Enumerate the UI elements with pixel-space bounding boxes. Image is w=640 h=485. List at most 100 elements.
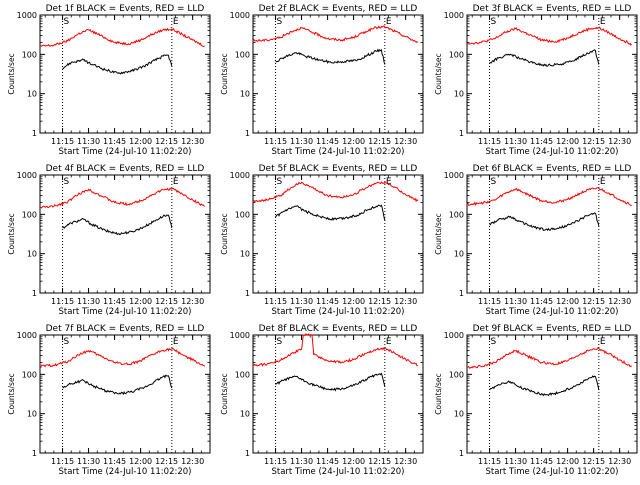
marker-label-e: E [173, 177, 179, 187]
plot-frame [466, 174, 638, 294]
event-rate-line [489, 49, 600, 67]
lld-rate-line [466, 187, 632, 207]
marker-label-e: E [600, 337, 606, 347]
y-tick-label: 1 [245, 449, 250, 458]
x-axis-label: Start Time (24-Jul-10 11:02:20) [59, 307, 192, 317]
x-tick-label: 11:30 [504, 457, 527, 466]
x-tick-label: 12:15 [155, 457, 178, 466]
x-tick-label: 12:00 [342, 457, 365, 466]
chart-title: Det 9f BLACK = Events, RED = LLD [473, 324, 632, 334]
y-tick-label: 10 [454, 410, 464, 419]
x-axis-label: Start Time (24-Jul-10 11:02:20) [272, 467, 405, 477]
y-tick-label: 1 [459, 129, 464, 138]
event-rate-line [275, 204, 386, 221]
x-tick-label: 11:15 [51, 137, 74, 146]
x-axis-label: Start Time (24-Jul-10 11:02:20) [59, 467, 192, 477]
y-tick-label: 10 [240, 250, 250, 259]
chart-title: Det 8f BLACK = Events, RED = LLD [259, 324, 418, 334]
x-tick-label: 12:00 [129, 457, 152, 466]
marker-label-e: E [173, 337, 179, 347]
chart-title: Det 4f BLACK = Events, RED = LLD [46, 164, 205, 174]
event-rate-line [62, 214, 173, 236]
y-tick-label: 1000 [17, 171, 37, 180]
lld-rate-line [39, 347, 206, 368]
x-tick-label: 11:15 [51, 457, 74, 466]
x-tick-label: 11:45 [316, 457, 339, 466]
x-tick-label: 12:00 [342, 297, 365, 306]
x-tick-label: 12:15 [582, 137, 605, 146]
x-tick-label: 12:30 [608, 137, 631, 146]
chart-panel-9: Det 9f BLACK = Events, RED = LLD 1 10 100 10… [434, 324, 638, 477]
y-tick-label: 1 [32, 289, 37, 298]
marker-label-s: S [277, 177, 283, 187]
y-tick-label: 100 [235, 370, 250, 379]
plot-frame [252, 174, 424, 294]
y-tick-label: 1000 [230, 171, 250, 180]
chart-panel-7: Det 7f BLACK = Events, RED = LLD 1 10 100 10… [7, 324, 211, 477]
x-tick-label: 11:15 [264, 457, 287, 466]
lld-rate-line [466, 346, 632, 369]
x-axis-label: Start Time (24-Jul-10 11:02:20) [272, 307, 405, 317]
y-tick-label: 1 [245, 289, 250, 298]
x-axis-label: Start Time (24-Jul-10 11:02:20) [59, 147, 192, 157]
y-tick-label: 1 [32, 129, 37, 138]
plot-frame [39, 14, 211, 134]
x-tick-label: 11:15 [478, 457, 501, 466]
x-tick-label: 12:30 [394, 457, 417, 466]
marker-label-e: E [173, 17, 179, 27]
marker-label-s: S [491, 17, 497, 27]
chart-panel-2: Det 2f BLACK = Events, RED = LLD 1 10 100 10… [220, 4, 424, 157]
y-axis-label: Counts/sec [434, 213, 443, 254]
marker-label-s: S [64, 337, 70, 347]
y-tick-label: 100 [449, 210, 464, 219]
x-tick-label: 11:30 [504, 297, 527, 306]
lld-rate-line [252, 333, 418, 367]
lld-rate-line [39, 187, 206, 209]
x-tick-label: 12:30 [181, 457, 204, 466]
marker-label-e: E [386, 17, 392, 27]
x-tick-label: 11:30 [77, 457, 100, 466]
chart-title: Det 3f BLACK = Events, RED = LLD [473, 4, 632, 14]
marker-label-s: S [277, 17, 283, 27]
y-tick-label: 100 [235, 50, 250, 59]
x-tick-label: 11:30 [290, 297, 313, 306]
x-axis-label: Start Time (24-Jul-10 11:02:20) [272, 147, 405, 157]
marker-label-e: E [600, 17, 606, 27]
y-axis-label: Counts/sec [220, 53, 229, 94]
x-tick-label: 11:45 [530, 457, 553, 466]
plot-frame [466, 14, 638, 134]
y-tick-label: 10 [454, 90, 464, 99]
lld-rate-line [39, 27, 205, 48]
x-tick-label: 11:15 [264, 297, 287, 306]
x-tick-label: 11:45 [530, 137, 553, 146]
marker-label-e: E [386, 177, 392, 187]
x-tick-label: 11:45 [103, 137, 126, 146]
y-tick-label: 10 [27, 410, 37, 419]
x-tick-label: 12:00 [556, 457, 579, 466]
y-axis-label: Counts/sec [220, 213, 229, 254]
x-tick-label: 12:30 [608, 457, 631, 466]
y-tick-label: 1000 [444, 171, 464, 180]
y-axis-label: Counts/sec [7, 373, 16, 414]
chart-title: Det 7f BLACK = Events, RED = LLD [46, 324, 205, 334]
x-tick-label: 12:15 [582, 457, 605, 466]
x-tick-label: 12:15 [368, 457, 391, 466]
y-axis-label: Counts/sec [7, 53, 16, 94]
x-tick-label: 11:45 [530, 297, 553, 306]
chart-panel-6: Det 6f BLACK = Events, RED = LLD 1 10 100 10… [434, 164, 638, 317]
x-tick-label: 11:30 [504, 137, 527, 146]
x-tick-label: 12:00 [129, 297, 152, 306]
x-tick-label: 11:30 [77, 137, 100, 146]
x-tick-label: 12:30 [394, 137, 417, 146]
x-tick-label: 11:15 [478, 137, 501, 146]
x-tick-label: 11:45 [103, 297, 126, 306]
y-tick-label: 100 [22, 370, 37, 379]
y-tick-label: 10 [27, 90, 37, 99]
marker-label-e: E [386, 337, 392, 347]
x-tick-label: 11:15 [264, 137, 287, 146]
event-rate-line [62, 54, 173, 75]
y-axis-label: Counts/sec [7, 213, 16, 254]
x-tick-label: 12:30 [608, 297, 631, 306]
plot-frame [466, 334, 638, 454]
x-tick-label: 12:15 [368, 297, 391, 306]
